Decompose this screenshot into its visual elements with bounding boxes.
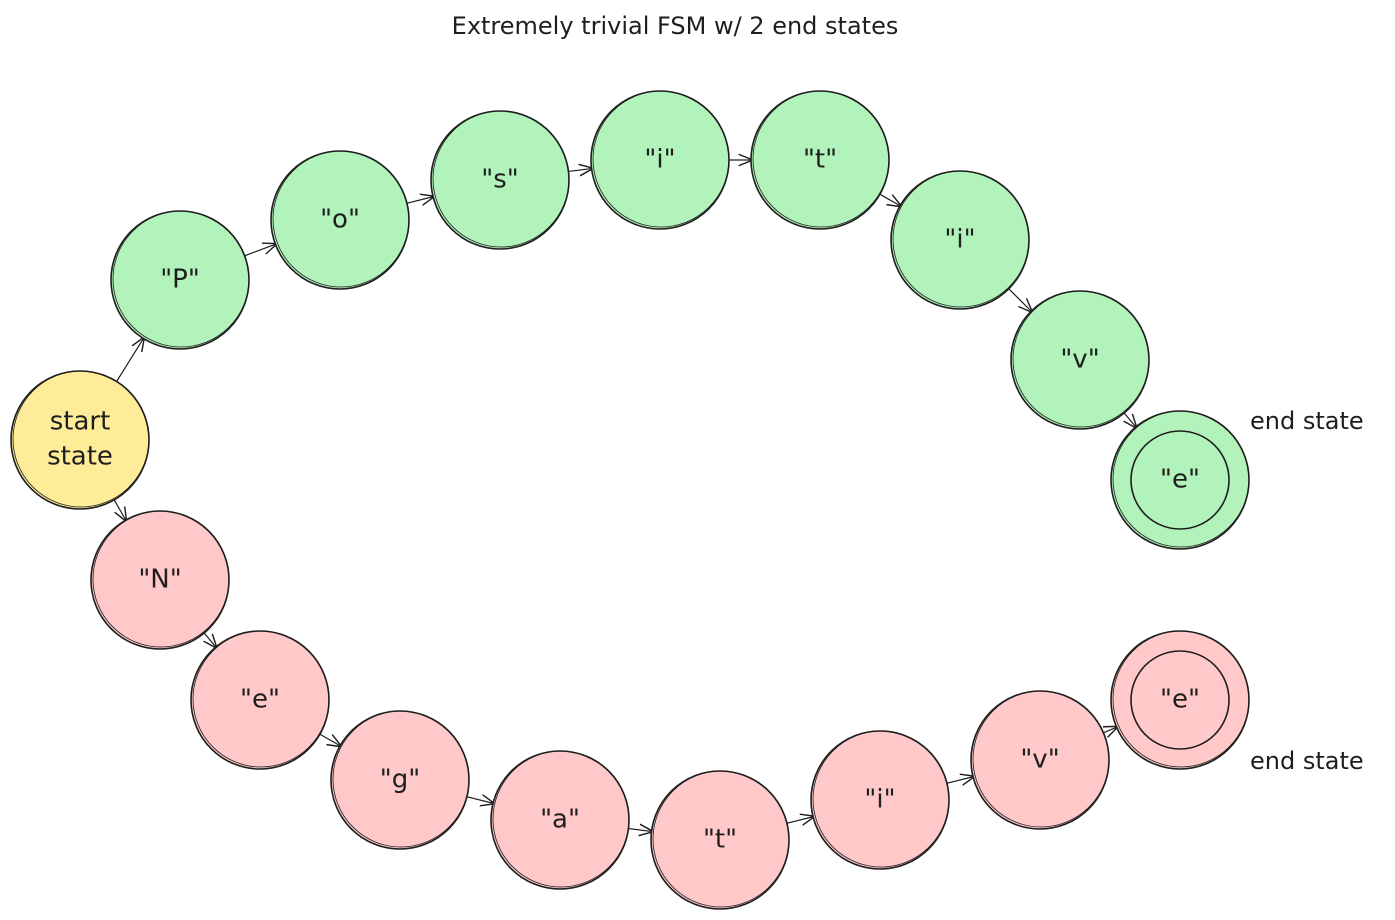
state-label: "t"	[803, 145, 837, 175]
state-top-0: "P"	[110, 210, 250, 350]
end-state-label-bottom: end state	[1250, 747, 1364, 775]
state-circle-sketch	[432, 110, 570, 248]
state-circle-sketch	[812, 730, 950, 868]
start-label-line1: start	[50, 407, 111, 437]
state-top-4: "t"	[750, 90, 890, 230]
state-top-1: "o"	[270, 150, 410, 290]
state-circle-sketch	[972, 690, 1110, 828]
end-state-label-top: end state	[1250, 407, 1364, 435]
state-label: "s"	[481, 165, 518, 195]
state-label: "o"	[320, 205, 360, 235]
state-top-5: "i"	[890, 170, 1030, 310]
diagram-title: Extremely trivial FSM w/ 2 end states	[452, 12, 899, 40]
state-label: "g"	[380, 765, 420, 795]
state-top-7: "e"	[1110, 410, 1250, 550]
state-label: "e"	[240, 685, 280, 715]
nodes: start state "P" "o" "s" "i" "t" "i" "v" "e" "N" "e"…	[10, 90, 1250, 910]
state-top-6: "v"	[1010, 290, 1150, 430]
state-label: "e"	[1160, 465, 1200, 495]
state-label: "a"	[540, 805, 580, 835]
state-bottom-5: "i"	[810, 730, 950, 870]
state-circle-sketch	[112, 210, 250, 348]
accept-ring	[1130, 650, 1230, 750]
accept-ring	[1130, 430, 1230, 530]
transition-arrow	[238, 244, 277, 259]
state-bottom-4: "t"	[650, 770, 790, 910]
state-circle-sketch	[92, 510, 230, 648]
state-label: "i"	[944, 225, 975, 255]
state-circle-sketch	[192, 630, 330, 768]
state-circle-sketch	[1112, 410, 1250, 548]
state-bottom-1: "e"	[190, 630, 330, 770]
state-circle-sketch	[752, 90, 890, 228]
transition-arrow	[112, 337, 144, 387]
state-label: "e"	[1160, 685, 1200, 715]
state-top-3: "i"	[590, 90, 730, 230]
state-bottom-2: "g"	[330, 710, 470, 850]
state-circle-sketch	[892, 170, 1030, 308]
state-label: "t"	[703, 825, 737, 855]
state-circle-sketch	[12, 370, 150, 508]
start-state: start state	[10, 370, 150, 510]
state-circle-sketch	[1012, 290, 1150, 428]
state-label: "P"	[160, 265, 200, 295]
state-circle-sketch	[272, 150, 410, 288]
state-bottom-0: "N"	[90, 510, 230, 650]
state-circle-sketch	[492, 750, 630, 888]
start-label-line2: state	[47, 442, 113, 472]
state-top-2: "s"	[430, 110, 570, 250]
state-label: "i"	[644, 145, 675, 175]
state-circle-sketch	[1112, 630, 1250, 768]
state-circle-sketch	[652, 770, 790, 908]
state-bottom-6: "v"	[970, 690, 1110, 830]
state-label: "i"	[864, 785, 895, 815]
state-bottom-3: "a"	[490, 750, 630, 890]
state-circle-sketch	[592, 90, 730, 228]
state-label: "v"	[1020, 745, 1059, 775]
state-bottom-7: "e"	[1110, 630, 1250, 770]
state-label: "N"	[138, 565, 181, 595]
state-circle-sketch	[332, 710, 470, 848]
state-label: "v"	[1060, 345, 1099, 375]
